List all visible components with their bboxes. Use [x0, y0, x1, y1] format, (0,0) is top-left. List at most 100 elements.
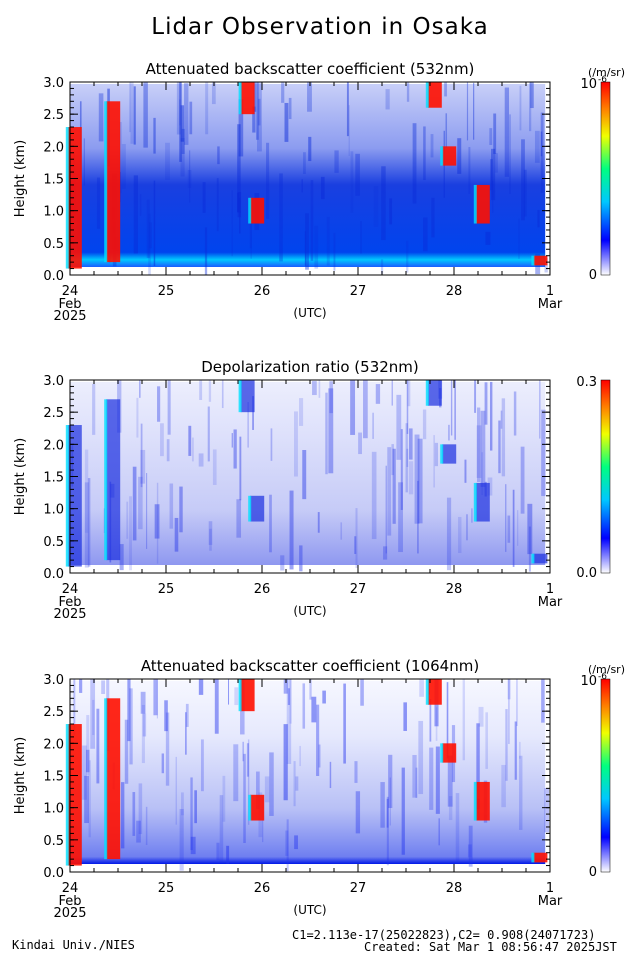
texture-streak	[385, 89, 390, 110]
texture-streak	[314, 225, 319, 269]
texture-streak	[415, 767, 418, 798]
texture-streak	[231, 190, 233, 257]
texture-streak	[145, 806, 148, 846]
texture-streak	[289, 679, 292, 724]
texture-streak	[148, 213, 151, 275]
texture-streak	[294, 835, 298, 850]
texture-streak	[371, 451, 377, 540]
cloud-edge	[531, 553, 535, 564]
texture-streak	[519, 755, 523, 830]
texture-streak	[233, 744, 239, 802]
texture-streak	[189, 101, 193, 135]
texture-streak	[214, 679, 219, 734]
texture-streak	[396, 394, 402, 460]
texture-streak	[304, 231, 307, 266]
cloud-edge	[104, 399, 108, 561]
texture-streak	[136, 820, 141, 843]
texture-streak	[520, 446, 525, 514]
texture-streak	[247, 739, 250, 825]
texture-streak	[154, 504, 160, 539]
texture-streak	[127, 679, 131, 742]
texture-streak	[457, 138, 462, 174]
texture-streak	[446, 682, 449, 759]
texture-streak	[309, 679, 312, 700]
texture-streak	[216, 178, 219, 232]
x-tick-sublabel: 2025	[53, 607, 86, 622]
y-tick-label: 2.5	[43, 406, 64, 421]
texture-streak	[326, 216, 330, 266]
texture-streak	[252, 396, 254, 430]
texture-streak	[200, 739, 204, 792]
texture-streak	[299, 745, 301, 767]
texture-streak	[360, 221, 362, 254]
texture-streak	[320, 176, 325, 200]
y-tick-label: 0.5	[43, 834, 64, 849]
cloud-edge	[65, 724, 69, 866]
panel-title: Depolarization ratio (532nm)	[201, 358, 419, 376]
texture-streak	[302, 683, 306, 729]
colorbar-unit: (/m/sr)	[588, 663, 625, 676]
x-tick-label: 26	[254, 284, 271, 299]
cloud-layer	[442, 743, 457, 763]
texture-streak	[207, 406, 210, 462]
texture-streak	[444, 82, 447, 97]
x-tick-label: 28	[446, 582, 463, 597]
texture-streak	[198, 679, 204, 695]
texture-streak	[92, 699, 95, 736]
texture-streak	[156, 482, 159, 564]
texture-streak	[489, 128, 493, 145]
texture-streak	[464, 459, 467, 483]
texture-streak	[87, 478, 91, 567]
texture-streak	[540, 131, 543, 157]
texture-streak	[257, 98, 261, 126]
texture-streak	[500, 410, 503, 429]
texture-streak	[322, 690, 326, 704]
cloud-edge	[238, 380, 242, 413]
cloud-layer	[427, 679, 442, 705]
data-field	[70, 382, 546, 565]
cloud-edge	[425, 380, 429, 406]
texture-streak	[476, 723, 480, 810]
texture-streak	[217, 146, 220, 165]
texture-streak	[458, 516, 462, 554]
texture-streak	[187, 170, 192, 189]
texture-streak	[447, 755, 453, 807]
texture-streak	[216, 842, 220, 861]
texture-streak	[249, 207, 252, 249]
texture-streak	[270, 428, 273, 461]
y-tick-label: 1.5	[43, 471, 64, 486]
texture-streak	[400, 429, 403, 510]
texture-streak	[544, 788, 549, 833]
texture-streak	[294, 411, 298, 477]
texture-streak	[438, 818, 440, 846]
texture-streak	[537, 209, 540, 228]
texture-streak	[406, 448, 409, 467]
texture-streak	[445, 113, 448, 148]
texture-streak	[448, 424, 450, 441]
texture-streak	[90, 679, 96, 749]
texture-streak	[355, 791, 361, 834]
texture-streak	[431, 197, 435, 238]
texture-streak	[205, 82, 209, 135]
texture-streak	[129, 82, 131, 133]
cloud-layer	[250, 495, 265, 522]
colorbar-max-exponent: -6	[598, 672, 607, 682]
texture-streak	[354, 761, 358, 783]
texture-streak	[204, 227, 208, 275]
y-tick-label: 1.5	[43, 173, 64, 188]
texture-streak	[383, 546, 388, 560]
cloud-layer	[427, 380, 442, 406]
y-tick-label: 0.0	[43, 567, 64, 582]
texture-streak	[430, 134, 434, 158]
texture-streak	[133, 86, 136, 145]
texture-streak	[350, 380, 356, 435]
texture-streak	[303, 152, 306, 174]
x-tick-sublabel: Feb	[58, 595, 81, 610]
texture-streak	[132, 792, 136, 836]
texture-streak	[266, 142, 270, 219]
texture-streak	[130, 82, 134, 144]
texture-streak	[305, 213, 309, 270]
texture-streak	[142, 713, 147, 737]
texture-streak	[467, 844, 472, 858]
texture-streak	[181, 128, 185, 154]
